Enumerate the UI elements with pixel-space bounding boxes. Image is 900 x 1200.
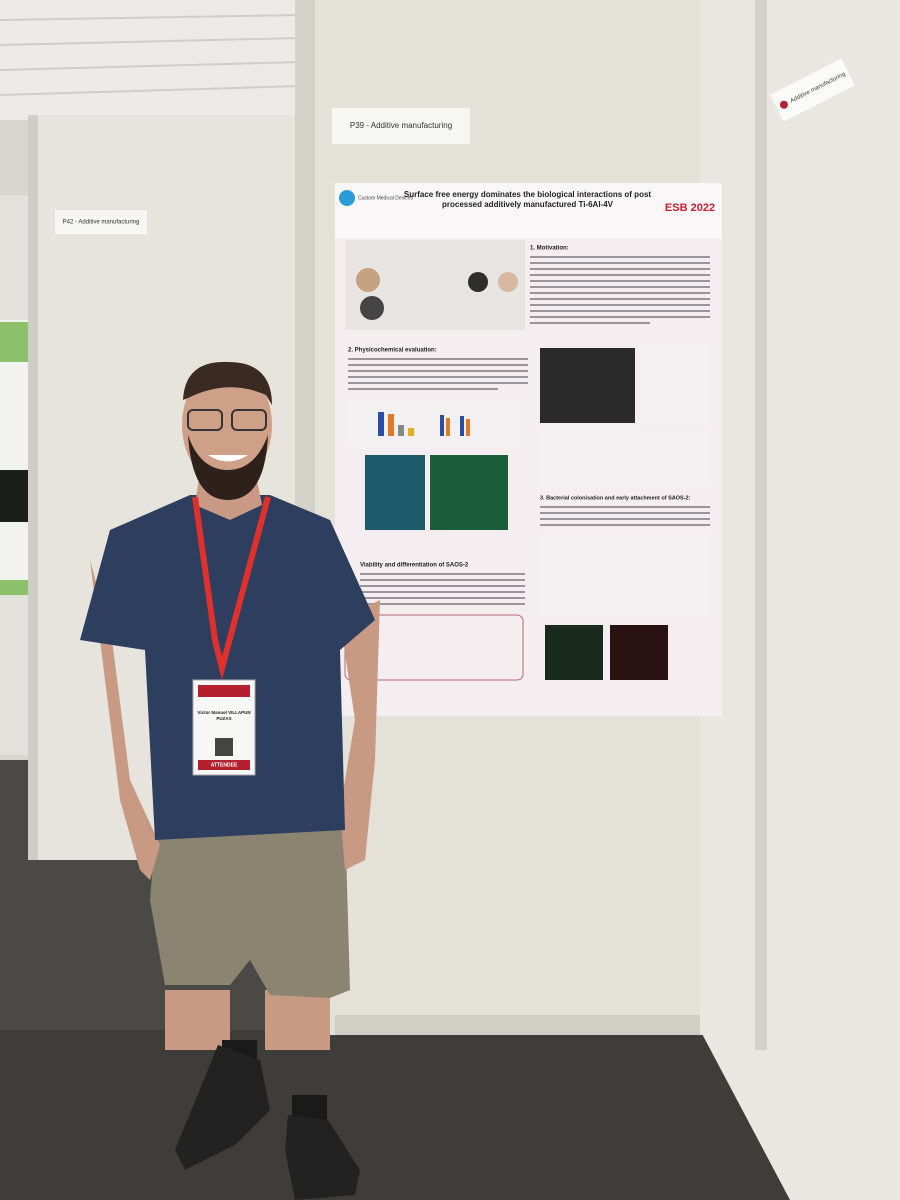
glasses <box>231 409 267 431</box>
hair <box>183 361 272 405</box>
chart-bars <box>378 412 470 436</box>
poster-title-box: Surface free energy dominates the biolog… <box>403 190 652 209</box>
board-frame <box>755 0 767 1050</box>
microscopy-image <box>430 455 508 530</box>
text-lines <box>540 506 710 526</box>
sign <box>332 108 470 144</box>
smile <box>208 455 248 462</box>
section-heading: 3. Bacterial colonisation and early atta… <box>540 495 691 501</box>
sign-label: P39 - Additive manufacturing <box>350 121 452 130</box>
board-frame <box>295 0 315 515</box>
right-board <box>700 0 900 1200</box>
badge-role: ATTENDEE <box>211 762 238 768</box>
poster-chart <box>350 400 520 445</box>
poster-logo: Custom Medical Devices <box>358 195 414 201</box>
board-frame <box>28 115 38 860</box>
poster-chart <box>540 430 710 485</box>
badge-header <box>198 685 250 697</box>
text-lines <box>360 573 525 605</box>
conference-logo: ESB 2022 <box>665 202 715 214</box>
arm <box>340 600 380 870</box>
poster-header <box>335 183 722 238</box>
sign <box>770 58 855 122</box>
text-lines <box>530 256 710 324</box>
lanyard <box>192 496 271 680</box>
window-slats <box>0 14 301 96</box>
fluorescence-image <box>545 625 603 680</box>
head <box>182 365 272 485</box>
section-heading: 1. Motivation: <box>530 246 569 252</box>
badge-footer <box>198 760 250 770</box>
beard <box>188 435 268 500</box>
sign <box>55 210 147 234</box>
figure-sample <box>360 296 384 320</box>
text-lines <box>348 358 528 390</box>
section-heading: Viability and differentiation of SAOS-2 <box>360 563 469 569</box>
figure-sample <box>356 268 380 292</box>
figure-sample <box>498 272 518 292</box>
sem-image <box>540 348 635 423</box>
fluorescence-image <box>610 625 668 680</box>
shorts <box>150 815 350 998</box>
microscopy-image <box>365 455 425 530</box>
leg <box>165 990 230 1050</box>
badge-name-box: Victor Manuel VILLAPUN PUZAS <box>197 710 251 721</box>
figure-sample <box>468 272 488 292</box>
badge-name: Victor Manuel VILLAPUN PUZAS <box>197 710 251 721</box>
qr-code <box>215 738 233 756</box>
shoe <box>175 1045 270 1170</box>
poster-title: Surface free energy dominates the biolog… <box>403 190 652 209</box>
shoe <box>285 1115 360 1200</box>
board-base <box>335 1015 700 1035</box>
person: Victor Manuel VILLAPUN PUZAS ATTENDEE <box>80 361 380 1200</box>
poster-chart <box>540 535 710 615</box>
shirt <box>80 495 375 840</box>
glasses <box>187 409 223 431</box>
sign-label: P42 - Additive manufacturing <box>63 220 140 226</box>
sign-dot <box>779 100 788 109</box>
poster-chart <box>640 345 710 425</box>
leg <box>265 990 330 1050</box>
section-heading: 2. Physicochemical evaluation: <box>348 348 437 354</box>
logo-mark <box>339 190 355 206</box>
